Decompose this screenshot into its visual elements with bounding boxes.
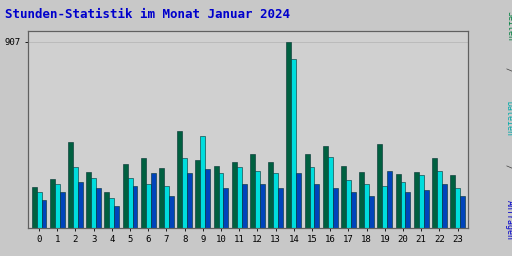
Bar xyxy=(219,173,223,228)
Bar xyxy=(60,192,65,228)
Bar xyxy=(260,184,265,228)
Bar xyxy=(286,42,291,228)
Bar xyxy=(187,173,192,228)
Bar xyxy=(242,184,247,228)
Bar xyxy=(96,188,101,228)
Bar xyxy=(377,144,382,228)
Bar xyxy=(305,154,310,228)
Bar xyxy=(68,142,73,228)
Bar xyxy=(414,172,419,228)
Bar xyxy=(104,192,110,228)
Bar xyxy=(91,177,96,228)
Bar xyxy=(400,182,406,228)
Bar xyxy=(41,200,47,228)
Bar xyxy=(232,162,237,228)
Bar xyxy=(205,169,210,228)
Bar xyxy=(346,180,351,228)
Bar xyxy=(55,184,60,228)
Bar xyxy=(78,182,83,228)
Bar xyxy=(437,171,442,228)
Bar xyxy=(133,186,137,228)
Bar xyxy=(127,177,133,228)
Text: Anfragen: Anfragen xyxy=(505,200,512,240)
Bar xyxy=(268,162,273,228)
Bar xyxy=(164,186,169,228)
Bar xyxy=(328,157,333,228)
Bar xyxy=(341,166,346,228)
Bar xyxy=(296,173,301,228)
Bar xyxy=(169,196,174,228)
Bar xyxy=(182,158,187,228)
Bar xyxy=(442,184,447,228)
Text: Dateien: Dateien xyxy=(505,101,512,136)
Text: /: / xyxy=(505,159,512,174)
Bar xyxy=(323,146,328,228)
Bar xyxy=(406,192,410,228)
Bar xyxy=(387,171,392,228)
Bar xyxy=(32,187,37,228)
Bar xyxy=(273,173,278,228)
Bar xyxy=(314,184,319,228)
Bar xyxy=(369,196,374,228)
Bar xyxy=(237,167,242,228)
Bar xyxy=(73,167,78,228)
Bar xyxy=(278,188,283,228)
Text: Stunden-Statistik im Monat Januar 2024: Stunden-Statistik im Monat Januar 2024 xyxy=(5,8,290,21)
Bar xyxy=(333,188,337,228)
Bar xyxy=(455,188,460,228)
Bar xyxy=(214,166,219,228)
Bar xyxy=(255,171,260,228)
Bar xyxy=(310,167,314,228)
Bar xyxy=(250,154,255,228)
Text: /: / xyxy=(505,62,512,77)
Bar xyxy=(364,184,369,228)
Bar xyxy=(382,186,387,228)
Bar xyxy=(432,158,437,228)
Bar xyxy=(146,184,151,228)
Bar xyxy=(460,196,465,228)
Bar xyxy=(396,174,400,228)
Bar xyxy=(419,175,423,228)
Bar xyxy=(423,190,429,228)
Text: Seiten: Seiten xyxy=(505,11,512,41)
Bar xyxy=(123,164,127,228)
Bar xyxy=(159,168,164,228)
Bar xyxy=(50,179,55,228)
Bar xyxy=(359,172,364,228)
Bar xyxy=(223,188,228,228)
Bar xyxy=(200,136,205,228)
Bar xyxy=(114,206,119,228)
Bar xyxy=(177,131,182,228)
Bar xyxy=(450,175,455,228)
Bar xyxy=(351,192,356,228)
Bar xyxy=(110,198,114,228)
Bar xyxy=(196,160,200,228)
Bar xyxy=(291,59,296,228)
Bar xyxy=(141,158,146,228)
Bar xyxy=(151,173,156,228)
Bar xyxy=(37,192,41,228)
Bar xyxy=(87,172,91,228)
